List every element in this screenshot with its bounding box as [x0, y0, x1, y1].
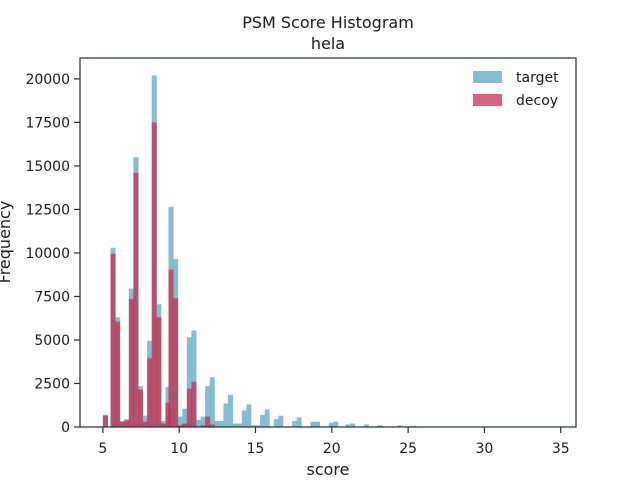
target-bar	[250, 425, 256, 427]
y-tick-label: 0	[61, 420, 70, 436]
target-bar	[223, 403, 229, 427]
decoy-bar	[156, 317, 162, 427]
plot-frame	[79, 57, 577, 428]
target-bar	[273, 419, 279, 427]
target-bar	[310, 421, 316, 427]
decoy-bar	[137, 389, 144, 427]
x-tick-label: 5	[98, 441, 107, 457]
y-tick-label: 2500	[34, 376, 70, 392]
decoy-bar	[182, 423, 188, 427]
legend-label-decoy: decoy	[516, 93, 558, 109]
y-tick-label: 15000	[25, 159, 70, 175]
decoy-bar	[115, 321, 121, 427]
target-bar	[260, 414, 266, 427]
target-bar	[177, 416, 183, 427]
y-tick-label: 7500	[34, 289, 70, 305]
decoy-bar	[209, 424, 215, 427]
y-tick-label: 10000	[25, 246, 70, 262]
x-tick-label: 20	[323, 441, 341, 457]
legend-swatch-decoy	[473, 94, 502, 106]
decoy-bar	[177, 425, 183, 427]
target-bar	[182, 408, 188, 427]
decoy-bars	[102, 122, 215, 428]
target-bar	[350, 423, 356, 427]
chart-subtitle: hela	[311, 34, 345, 53]
decoy-bar	[147, 358, 153, 427]
y-tick-label: 12500	[25, 202, 70, 218]
legend: target decoy	[473, 70, 559, 109]
decoy-bar	[133, 172, 139, 427]
target-bar	[191, 330, 197, 427]
decoy-bar	[124, 420, 130, 427]
target-bar	[278, 415, 284, 427]
target-bar	[333, 421, 339, 427]
target-bar	[200, 416, 206, 427]
target-bar	[255, 425, 261, 427]
target-bar	[232, 423, 238, 427]
decoy-bar	[168, 269, 174, 427]
y-tick-label: 20000	[25, 72, 70, 88]
decoy-bar	[102, 415, 108, 427]
x-tick-label: 25	[399, 441, 417, 457]
target-bar	[205, 386, 211, 427]
target-bar	[363, 424, 369, 427]
y-axis-label: Frequency	[0, 201, 14, 284]
target-bar	[397, 425, 403, 427]
decoy-bar	[173, 298, 179, 427]
y-axis-ticks: 0 2500 5000 7500 10000 12500 15000 17500 20000	[25, 72, 80, 436]
target-bar	[214, 420, 220, 427]
target-bar	[377, 425, 383, 427]
decoy-bar	[128, 299, 134, 427]
decoy-bar	[186, 388, 192, 427]
target-bar	[209, 377, 215, 427]
target-bar	[195, 420, 202, 427]
decoy-bar	[142, 421, 148, 427]
target-bar	[296, 417, 302, 427]
decoy-bar	[151, 122, 157, 428]
target-bar	[315, 421, 321, 427]
target-bar	[264, 409, 270, 427]
x-tick-label: 10	[170, 441, 188, 457]
target-bar	[246, 404, 252, 427]
y-tick-label: 17500	[25, 115, 70, 131]
decoy-bar	[205, 416, 211, 427]
decoy-bar	[160, 423, 166, 427]
legend-swatch-target	[473, 71, 502, 83]
x-tick-label: 15	[247, 441, 265, 457]
x-tick-label: 30	[476, 441, 494, 457]
target-bar	[345, 424, 351, 427]
y-tick-label: 5000	[34, 333, 70, 349]
x-axis-label: score	[307, 460, 350, 479]
decoy-bar	[119, 421, 125, 427]
target-bar	[328, 422, 334, 427]
decoy-bar	[191, 381, 197, 427]
x-tick-label: 35	[552, 441, 570, 457]
decoy-bar	[165, 402, 171, 427]
chart-title: PSM Score Histogram	[242, 13, 414, 32]
target-bar	[228, 394, 234, 427]
target-bar	[186, 337, 192, 427]
x-axis-ticks: 5 10 15 20 25 30 35	[98, 427, 570, 457]
target-bar	[237, 423, 243, 427]
target-bar	[241, 410, 247, 427]
legend-label-target: target	[516, 70, 559, 86]
decoy-bar	[200, 425, 206, 427]
target-bar	[292, 420, 298, 427]
target-bar	[142, 415, 148, 427]
decoy-bar	[110, 253, 116, 427]
target-bar	[218, 420, 224, 427]
